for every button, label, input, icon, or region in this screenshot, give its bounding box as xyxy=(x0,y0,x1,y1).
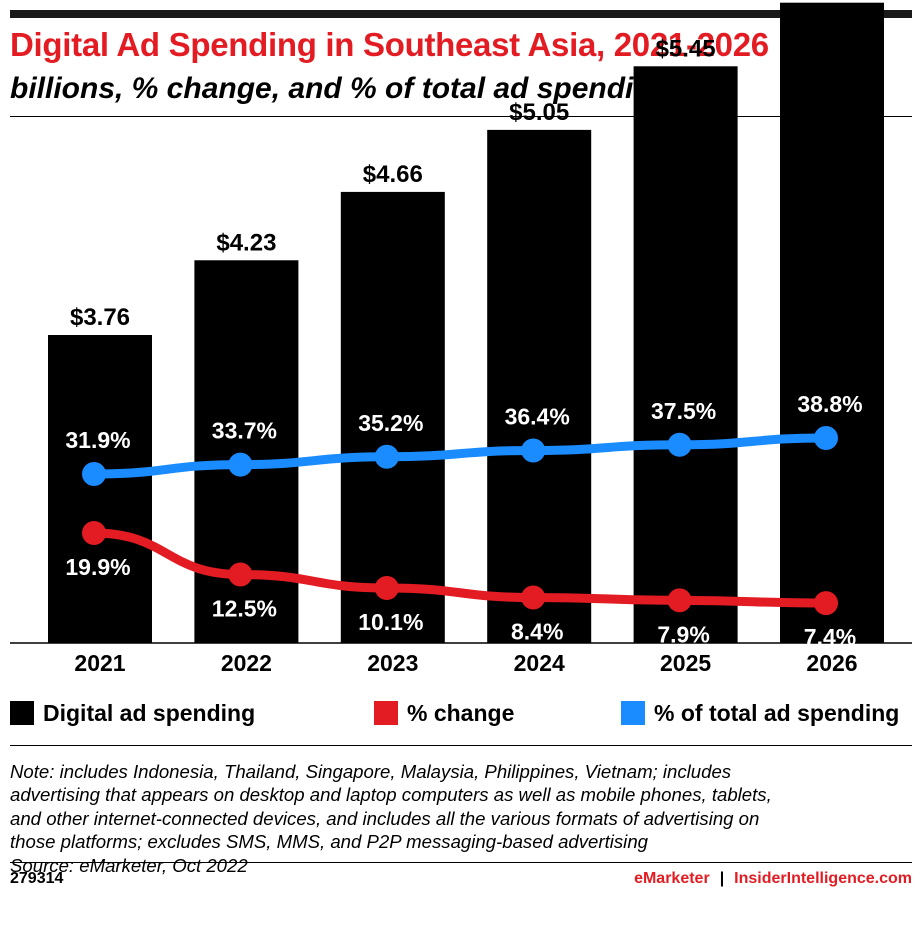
legend-swatch-spending xyxy=(10,701,34,725)
share-label-2023: 35.2% xyxy=(358,410,423,436)
change-point-2026 xyxy=(814,591,838,616)
bar-2025 xyxy=(633,66,738,644)
change-label-2026: 7.4% xyxy=(804,624,856,650)
share-line xyxy=(89,433,831,479)
change-point-2025 xyxy=(667,588,692,613)
share-label-2022: 33.7% xyxy=(212,418,277,444)
legend-label-spending: Digital ad spending xyxy=(43,699,256,726)
header-rule xyxy=(10,116,912,117)
footer-brand: eMarketer | InsiderIntelligence.com xyxy=(634,870,912,888)
change-point-2023 xyxy=(374,575,399,600)
brand-separator: | xyxy=(719,870,725,887)
legend-label-share: % of total ad spending xyxy=(654,699,900,726)
bar-label-2024: $5.05 xyxy=(509,99,569,126)
bar-label-2021: $3.76 xyxy=(70,304,130,331)
brand-insider-intelligence: InsiderIntelligence.com xyxy=(734,870,912,887)
legend-label-change: % change xyxy=(407,699,515,726)
change-point-2021 xyxy=(82,521,106,545)
share-label-2026: 38.8% xyxy=(797,391,862,417)
share-point-2024 xyxy=(521,438,546,463)
bar-2023 xyxy=(340,191,445,643)
legend-item-share: % of total ad spending xyxy=(621,698,899,728)
x-tick-2024: 2024 xyxy=(514,650,565,676)
change-label-2025: 7.9% xyxy=(657,621,709,647)
legend-item-change: % change xyxy=(374,698,514,728)
x-tick-2026: 2026 xyxy=(806,650,857,676)
chart-note: Note: includes Indonesia, Thailand, Sing… xyxy=(10,761,772,876)
combo-chart: $3.76 2021 $4.23 2022 $4.66 2023 $5.05 2024 $5.4… xyxy=(10,2,912,676)
x-tick-2023: 2023 xyxy=(367,650,418,676)
share-point-2023 xyxy=(374,444,399,469)
bar-label-2022: $4.23 xyxy=(216,229,276,256)
brand-emarketer: eMarketer xyxy=(634,870,710,887)
share-point-2025 xyxy=(667,432,692,457)
share-point-2021 xyxy=(82,462,106,486)
bar-label-2025: $5.45 xyxy=(656,35,716,62)
x-tick-2025: 2025 xyxy=(660,650,711,676)
bar-2021 xyxy=(48,335,152,643)
share-point-2026 xyxy=(814,425,838,450)
x-tick-2022: 2022 xyxy=(221,650,272,676)
x-tick-2021: 2021 xyxy=(74,650,125,676)
legend-item-spending: Digital ad spending xyxy=(10,698,255,728)
share-label-2021: 31.9% xyxy=(65,427,130,453)
change-line xyxy=(89,528,831,608)
legend-swatch-change xyxy=(374,701,398,725)
change-label-2024: 8.4% xyxy=(511,619,563,645)
bar-2022 xyxy=(194,260,299,643)
change-point-2024 xyxy=(521,585,546,610)
change-label-2021: 19.9% xyxy=(65,554,130,580)
bar-label-2023: $4.66 xyxy=(363,161,423,188)
chart-title: Digital Ad Spending in Southeast Asia, 2… xyxy=(10,26,769,63)
change-point-2022 xyxy=(228,562,253,587)
top-rule xyxy=(10,10,912,18)
chart-subtitle: billions, % change, and % of total ad sp… xyxy=(10,72,671,105)
share-label-2024: 36.4% xyxy=(505,404,570,430)
change-label-2023: 10.1% xyxy=(358,609,423,635)
legend-swatch-share xyxy=(621,701,645,725)
change-label-2022: 12.5% xyxy=(212,596,277,622)
share-label-2025: 37.5% xyxy=(651,398,716,424)
chart-id: 279314 xyxy=(10,870,64,887)
bar-2026 xyxy=(780,2,884,643)
share-point-2022 xyxy=(228,452,253,477)
note-rule xyxy=(10,745,912,746)
bar-2024 xyxy=(487,129,592,643)
footer-rule xyxy=(10,862,912,863)
